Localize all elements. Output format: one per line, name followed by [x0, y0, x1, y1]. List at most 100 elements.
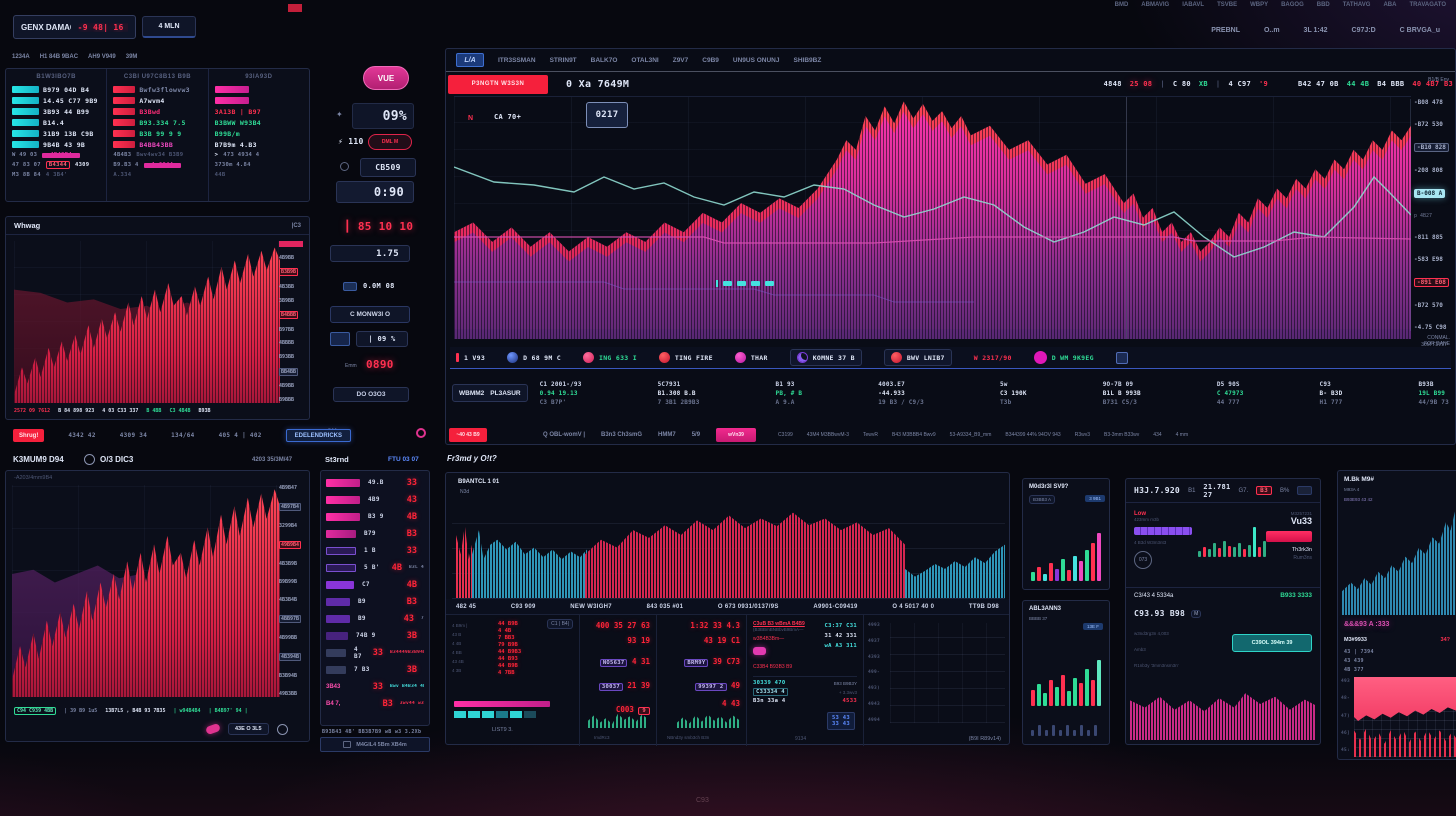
stat-row[interactable]: B99B/m: [214, 129, 240, 138]
depth-table-col[interactable]: 5w C3 190K T3b: [1000, 380, 1027, 406]
action-right-item[interactable]: 434: [1153, 431, 1162, 438]
header-badge[interactable]: [1297, 486, 1312, 495]
stat-row[interactable]: B3BWW W93B4: [214, 118, 262, 127]
sternd-row[interactable]: B79 B3: [321, 525, 429, 542]
main-nav-item[interactable]: BALK7O: [590, 56, 618, 64]
top-menu-item[interactable]: WBPY: [1250, 2, 1269, 8]
stat-row[interactable]: 14.45 C77 9B9: [12, 95, 100, 106]
panel-a-tab[interactable]: 1234A: [12, 54, 30, 60]
top-menu-item[interactable]: ABMAVIG: [1141, 2, 1170, 8]
depth-table-col[interactable]: 9O-7B 09 B1L B 993B B731 C5/3: [1102, 380, 1141, 406]
panel-a-tab[interactable]: 39M: [125, 54, 138, 60]
stat-row[interactable]: 3A13B | B97: [214, 107, 262, 116]
wallet-icon[interactable]: [330, 332, 350, 346]
sternd-row[interactable]: B9 B3: [321, 593, 429, 610]
depth-table-col[interactable]: B1 93 PB, # B A 9.A: [775, 380, 803, 406]
fremd-histogram[interactable]: [452, 501, 1005, 599]
stat-row[interactable]: B93.334 7.5: [113, 117, 201, 128]
top-menu-item[interactable]: TRAVAGATO: [1409, 2, 1446, 8]
fremd-status-item[interactable]: A9901-C09419: [813, 603, 858, 610]
stat-row[interactable]: B979 04D B4: [12, 84, 100, 95]
stat-row[interactable]: B14.4: [12, 117, 100, 128]
stat-row[interactable]: [214, 84, 303, 95]
sternd-link[interactable]: FTU 03 07: [388, 456, 419, 463]
sternd-row[interactable]: C7 4B: [321, 576, 429, 593]
dml-badge[interactable]: DML M: [368, 134, 412, 150]
main-nav-item[interactable]: OTAL3NI: [631, 56, 659, 64]
stat-row[interactable]: B3Bwd: [113, 106, 201, 117]
main-nav-item[interactable]: C9B9: [702, 56, 719, 64]
ticker-item[interactable]: [1115, 351, 1133, 364]
teal-button[interactable]: C39OL 394m 39: [1232, 634, 1312, 652]
action-right-item[interactable]: B3-3mm B33wv: [1104, 431, 1140, 438]
top-menu-secondary-item[interactable]: C BRVGA_u: [1399, 27, 1440, 34]
action-pink-button[interactable]: wVn39: [716, 427, 757, 442]
action-right-item[interactable]: R3wv3: [1074, 431, 1090, 438]
gauge-icon[interactable]: [276, 723, 288, 735]
top-menu-secondary-item[interactable]: O..m: [1263, 27, 1280, 34]
top-menu-item[interactable]: BBD: [1316, 2, 1330, 8]
candles-footer-box[interactable]: 43E O 3L5: [228, 723, 269, 735]
chart-value-box[interactable]: 0217: [586, 102, 628, 128]
depth-table-col[interactable]: 5C7931 B1.308 B.B 7 3B1 2B9B3: [657, 380, 700, 406]
checkbox[interactable]: M: [1191, 609, 1202, 618]
stat-row[interactable]: B4BB43BB: [113, 139, 201, 150]
main-nav-item[interactable]: Z9V7: [672, 56, 689, 64]
main-nav-item[interactable]: UN9US ONUNJ: [732, 56, 780, 64]
ticker-item[interactable]: ING 633 I: [583, 352, 637, 363]
fremd-status-item[interactable]: O 673 0931/0137/9S: [717, 603, 779, 610]
pink-ring-icon[interactable]: [416, 428, 426, 438]
main-price-chart[interactable]: N CA 70+ 0217: [454, 96, 1411, 339]
fremd-status-item[interactable]: TT9B D98: [968, 603, 999, 610]
ticker-item[interactable]: KOMNE 37 B: [789, 349, 862, 366]
action-right-item[interactable]: 43M4 M3BBwvM-3: [806, 431, 850, 438]
top-menu-item[interactable]: TSVBE: [1217, 2, 1238, 8]
top-menu-item[interactable]: ABA: [1383, 2, 1397, 8]
fremd-status-item[interactable]: C93 909: [510, 603, 536, 610]
panel-a-tab[interactable]: H1 84B 9BAC: [39, 54, 79, 60]
depth-table-col[interactable]: C93 B- B3D H1 777: [1319, 380, 1343, 406]
top-menu-item[interactable]: IABAVL: [1182, 2, 1205, 8]
main-nav-item[interactable]: SHIB9BZ: [793, 56, 822, 64]
dial-icon[interactable]: [84, 454, 95, 465]
sternd-row[interactable]: 1 B 33: [321, 542, 429, 559]
mln-button[interactable]: 4 MLN: [142, 16, 196, 38]
action-red-button[interactable]: ~40 43 B9: [449, 427, 487, 442]
pink-pill-icon[interactable]: [205, 722, 221, 736]
stat-row[interactable]: 31B9 13B C9B: [12, 128, 100, 139]
shrug-badge[interactable]: Shrug!: [13, 429, 45, 442]
ticker-item[interactable]: W 2317/90: [973, 353, 1012, 362]
candles-chart[interactable]: [12, 485, 280, 697]
monwei-button[interactable]: C MONW3I O: [330, 306, 410, 323]
depth-table-label[interactable]: WBMM2 PL3ASUR: [452, 384, 528, 402]
panel-a-tab[interactable]: AH9 V949: [88, 54, 116, 60]
sternd-row[interactable]: 7 B3 3B: [321, 661, 429, 678]
action-right-item[interactable]: 53-A9334_B9_mm: [949, 431, 992, 438]
depth-table-col[interactable]: C1 2001-/93 0.94 19.13 C3 B7P': [539, 380, 582, 406]
fremd-status-item[interactable]: 843 035 #01: [646, 603, 684, 610]
stat-row[interactable]: [214, 95, 303, 106]
sub4-c2[interactable]: C33334 4: [753, 688, 788, 696]
sternd-footer-box[interactable]: M4GIL4 5Bm XB4m: [320, 737, 430, 752]
action-text-2[interactable]: B3n3 Ch3smG: [601, 431, 643, 438]
moderal-pill[interactable]: 3 9B1: [1085, 495, 1105, 502]
stat-row[interactable]: A7wvm4: [113, 95, 201, 106]
action-text-4[interactable]: 5/9: [691, 431, 701, 438]
stat-row[interactable]: B3B 99 9 9: [113, 128, 201, 139]
sternd-row[interactable]: B9 43 7: [321, 610, 429, 627]
icons-stat[interactable]: | 09 %: [356, 331, 408, 347]
ticker-item[interactable]: 1 V93: [456, 353, 485, 362]
top-menu-item[interactable]: BMD: [1114, 2, 1129, 8]
top-menu-secondary-item[interactable]: 3L 1:42: [1303, 27, 1328, 34]
ticker-item[interactable]: D 68 9M C: [507, 352, 561, 363]
action-right-item[interactable]: B344399 44% 94OV 943: [1005, 431, 1061, 438]
top-menu-item[interactable]: TATHAVG: [1342, 2, 1371, 8]
fremd-status-item[interactable]: 482 45: [456, 603, 477, 610]
action-right-item[interactable]: C3199: [778, 431, 793, 438]
stat-row[interactable]: Bwfw3flowvw3: [113, 84, 201, 95]
pengtn-button[interactable]: P3NGTN W3S3N: [448, 74, 548, 94]
section-dice[interactable]: O/3 DIC3: [100, 455, 134, 464]
action-right-item[interactable]: TewvR: [863, 431, 879, 438]
ableanne-pill[interactable]: 13E F: [1082, 623, 1103, 630]
do-button[interactable]: DO O3O3: [333, 387, 409, 402]
